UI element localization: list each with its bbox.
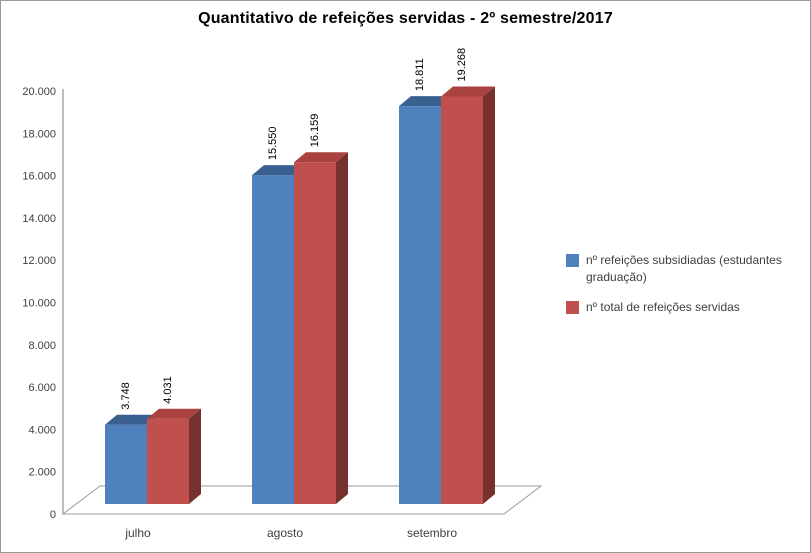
y-tick-label: 12.000 [22, 255, 56, 267]
value-label-subsidiadas: 15.550 [267, 126, 279, 160]
y-tick-label: 0 [50, 509, 56, 521]
bar-front-total [147, 418, 189, 504]
floor [61, 485, 543, 515]
value-label-total: 4.031 [162, 376, 174, 404]
value-label-subsidiadas: 18.811 [414, 58, 426, 91]
bar-front-subsidiadas [105, 424, 147, 504]
legend-entry-subsidiadas: nº refeições subsidiadas (estudantes gra… [566, 252, 806, 286]
y-tick-label: 6.000 [28, 382, 56, 394]
y-tick-label: 8.000 [28, 340, 56, 352]
y-tick-label: 14.000 [22, 213, 56, 225]
bar-front-subsidiadas [399, 106, 441, 505]
bar-front-subsidiadas [252, 175, 294, 504]
bar-top-subsidiadas [252, 165, 306, 176]
legend-marker-red-icon [566, 301, 579, 314]
y-tick-label: 16.000 [22, 171, 56, 183]
x-category-label: julho [124, 526, 151, 540]
bar-top-total [294, 152, 348, 163]
chart-title: Quantitativo de refeições servidas - 2º … [198, 10, 613, 27]
bar-top-total [441, 86, 495, 97]
bar-top-total [147, 408, 201, 419]
value-label-total: 19.268 [456, 48, 468, 82]
legend-label-line: graduação) [586, 270, 647, 284]
bar-top-subsidiadas [105, 414, 159, 425]
value-label-subsidiadas: 3.748 [120, 382, 132, 410]
y-tick-label: 20.000 [22, 86, 56, 98]
legend-entry-total: nº total de refeições servidas [566, 299, 806, 316]
y-tick-label: 2.000 [28, 467, 56, 479]
bar-front-total [441, 96, 483, 504]
bar-side-total [336, 152, 348, 504]
legend-label-line: nº refeições subsidiadas (estudantes [586, 253, 782, 267]
x-category-label: agosto [267, 526, 303, 540]
bar-side-total [483, 86, 495, 504]
y-tick-label: 18.000 [22, 128, 56, 140]
bar-side-total [189, 408, 201, 504]
legend-marker-blue-icon [566, 254, 579, 267]
legend-entry-text: nº refeições subsidiadas (estudantes gra… [586, 252, 782, 286]
bar-top-subsidiadas [399, 96, 453, 107]
y-tick-label: 10.000 [22, 298, 56, 310]
legend-label-line: nº total de refeições servidas [586, 300, 740, 314]
y-tick-label: 4.000 [28, 424, 56, 436]
x-category-label: setembro [407, 526, 457, 540]
value-label-total: 16.159 [309, 114, 321, 148]
legend-entry-text: nº total de refeições servidas [586, 299, 740, 316]
legend: nº refeições subsidiadas (estudantes gra… [566, 252, 806, 329]
bar-front-total [294, 162, 336, 504]
